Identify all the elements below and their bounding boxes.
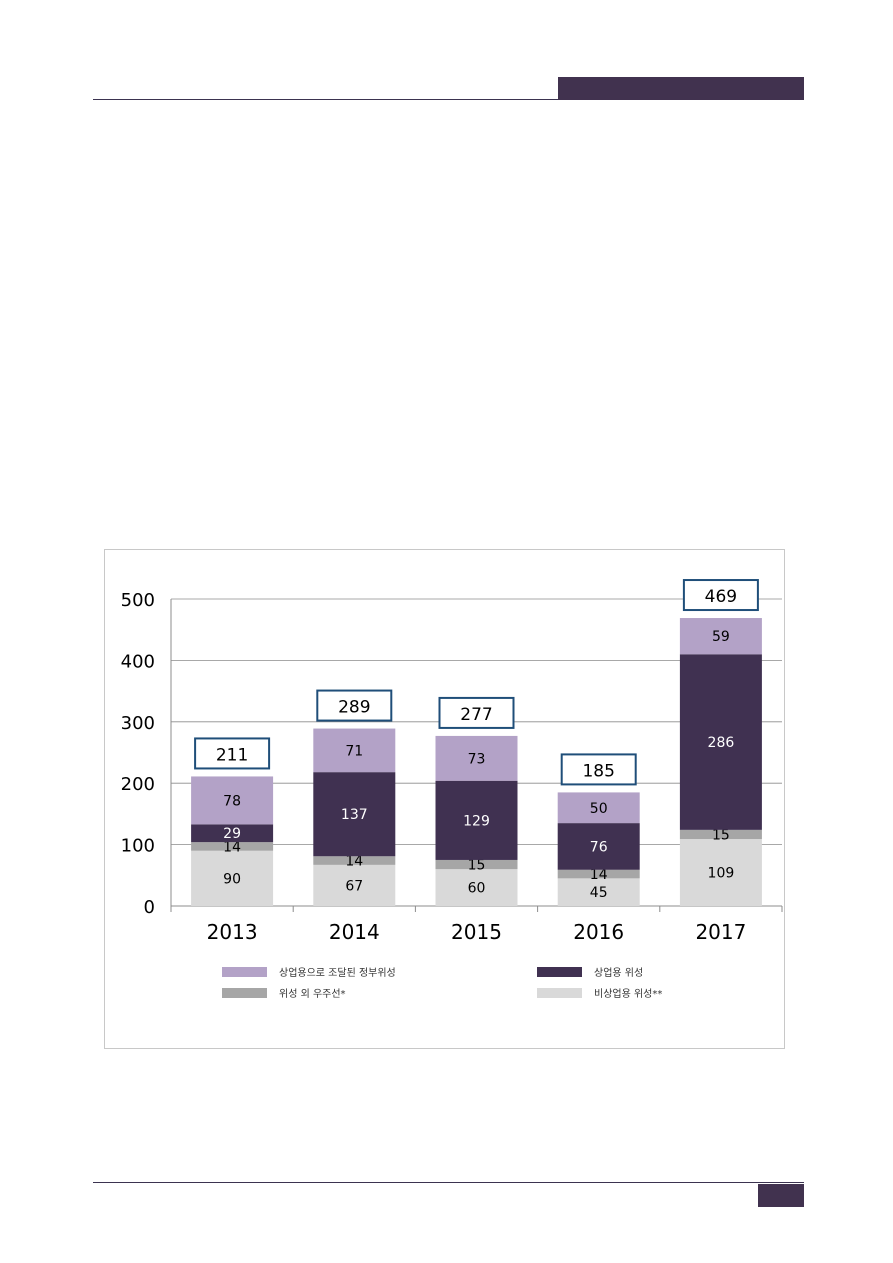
- bar-segment: [435, 735, 518, 781]
- header-rule: [93, 99, 804, 100]
- bar-segment: [557, 878, 640, 906]
- footer-rule: [93, 1182, 804, 1183]
- legend-swatch: [537, 987, 582, 998]
- bar-segment: [679, 829, 762, 840]
- total-box: [560, 753, 637, 786]
- bar-segment: [679, 839, 762, 906]
- x-tick-label: 2015: [451, 920, 502, 944]
- y-tick-label: 500: [121, 590, 155, 611]
- total-box: [438, 696, 515, 729]
- y-tick-label: 0: [144, 897, 155, 918]
- total-label: 289: [338, 698, 370, 718]
- bar-segment: [435, 869, 518, 906]
- header-accent-block: [558, 77, 804, 100]
- total-box: [682, 579, 759, 612]
- x-tick-label: 2014: [329, 920, 380, 944]
- x-tick-label: 2013: [207, 920, 258, 944]
- bar-segment: [557, 823, 640, 870]
- bar-segment: [557, 792, 640, 824]
- total-label: 277: [460, 705, 492, 725]
- bar-segment: [191, 850, 274, 906]
- legend-item: 비상업용 위성**: [537, 985, 662, 1000]
- stacked-bar-chart: 0100200300400500901429782112013671413771…: [121, 579, 783, 944]
- total-label: 469: [705, 587, 737, 607]
- bar-segment: [191, 842, 274, 851]
- chart-frame: 0 100 200 300 400 500 90 14 29 78 211 2013 67 14 137 71…: [104, 549, 785, 1049]
- data-label: 78: [223, 793, 241, 809]
- bar-segment: [313, 864, 396, 906]
- legend-item: 상업용 위성: [537, 964, 643, 979]
- data-label: 286: [708, 735, 735, 751]
- data-label: 129: [463, 813, 490, 829]
- total-label: 185: [582, 761, 614, 781]
- data-label: 67: [345, 878, 363, 894]
- data-label: 71: [345, 743, 363, 759]
- bar-segment: [435, 780, 518, 860]
- bar-segment: [313, 728, 396, 773]
- y-tick-label: 200: [121, 774, 155, 795]
- total-box: [316, 689, 393, 722]
- data-label: 45: [590, 885, 608, 901]
- bar-segment: [313, 856, 396, 865]
- data-label: 60: [468, 881, 486, 897]
- data-label: 29: [223, 826, 241, 842]
- legend-item: 위성 외 우주선*: [222, 985, 346, 1000]
- y-tick-label: 300: [121, 713, 155, 734]
- bar-segment: [191, 824, 274, 843]
- data-label: 137: [341, 807, 368, 823]
- bar-segment: [557, 869, 640, 879]
- legend-item: 상업용으로 조달된 정부위성: [222, 964, 396, 979]
- footer-accent-block: [758, 1184, 804, 1207]
- data-label: 109: [708, 866, 735, 882]
- legend-label: 상업용으로 조달된 정부위성: [279, 968, 396, 979]
- bar-segment: [679, 654, 762, 830]
- x-tick-label: 2016: [573, 920, 624, 944]
- legend-swatch: [222, 966, 267, 977]
- x-tick-label: 2017: [695, 920, 746, 944]
- data-label: 59: [712, 629, 730, 645]
- bar-segment: [191, 776, 274, 825]
- data-label: 73: [468, 751, 486, 767]
- data-label: 14: [590, 867, 608, 883]
- data-label: 50: [590, 801, 608, 817]
- legend-swatch: [537, 966, 582, 977]
- legend-label: 비상업용 위성**: [594, 989, 663, 1000]
- legend-swatch: [222, 987, 267, 998]
- bar-segment: [435, 859, 518, 870]
- legend-label: 상업용 위성: [594, 968, 644, 979]
- data-label: 15: [468, 858, 486, 874]
- y-tick-label: 400: [121, 651, 155, 672]
- data-label: 15: [712, 827, 730, 843]
- data-label: 90: [223, 871, 241, 887]
- bar-segment: [313, 772, 396, 857]
- data-label: 14: [345, 854, 363, 870]
- data-label: 14: [223, 839, 241, 855]
- legend-label: 위성 외 우주선*: [279, 989, 346, 1000]
- bar-segment: [679, 618, 762, 655]
- data-label: 76: [590, 839, 608, 855]
- total-box: [194, 737, 271, 770]
- y-tick-label: 100: [121, 836, 155, 857]
- total-label: 211: [216, 745, 248, 765]
